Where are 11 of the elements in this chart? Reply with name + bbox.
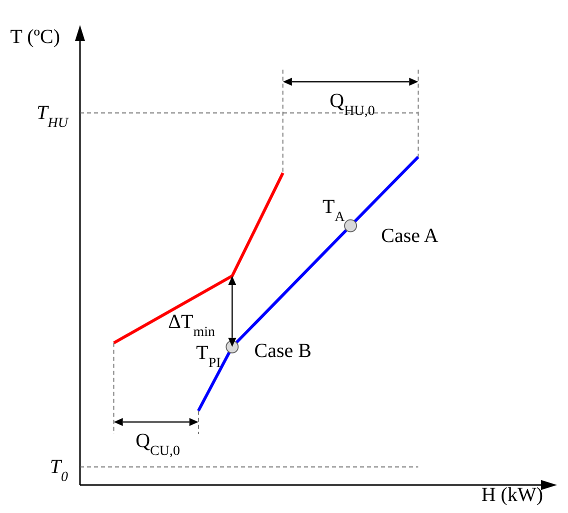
annotation: T$_{PI}$	[196, 342, 222, 371]
text: T$_{HU}$	[36, 102, 69, 130]
annotation: Case A	[381, 224, 439, 247]
text: T$_{0}$	[50, 456, 68, 484]
text: T (ºC)	[10, 26, 60, 48]
annotation: Q$_{CU,0}$	[136, 430, 180, 459]
annotation: Case B	[254, 340, 312, 362]
x-axis-title: H (kW)	[481, 484, 543, 506]
annotation: T$_{A}$	[322, 196, 346, 225]
annotation: ΔT$_{min}$	[168, 310, 216, 340]
text: Q$_{HU,0}$	[330, 90, 375, 118]
